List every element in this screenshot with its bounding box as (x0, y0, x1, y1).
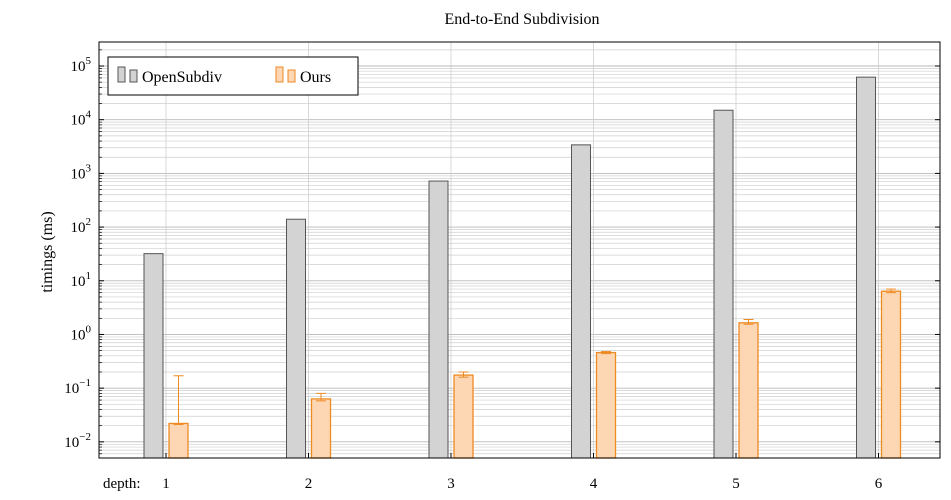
legend-swatch (129, 69, 138, 83)
bar-ours (595, 351, 617, 459)
x-tick-label: 4 (590, 476, 598, 492)
bar-ours (168, 422, 189, 459)
bar-ours (880, 290, 902, 459)
bar-ours (738, 322, 759, 459)
legend-swatch (275, 66, 284, 83)
bar-opensubdiv (143, 253, 164, 459)
x-tick-label: 3 (447, 476, 455, 492)
y-axis-label: timings (ms) (39, 211, 56, 292)
bar-opensubdiv (571, 144, 591, 459)
x-tick-label: 2 (305, 476, 313, 492)
y-tick-label: 10−2 (64, 431, 91, 451)
y-tick-label: 105 (71, 55, 92, 75)
x-tick-label: 5 (732, 476, 740, 492)
y-tick-label: 10−1 (64, 377, 91, 397)
axes-layer: 10−2 10−1 100 101 102 103 104 105 1 2 3 4 5 6 (64, 41, 941, 492)
legend-box (107, 56, 359, 96)
chart-title: End-to-End Subdivision (444, 11, 599, 28)
y-tick-label: 102 (71, 216, 92, 236)
bar-opensubdiv (286, 218, 306, 459)
legend-label: OpenSubdiv (142, 69, 222, 86)
bar-opensubdiv (713, 109, 734, 459)
bar-ours (453, 374, 474, 459)
x-tick-label: 1 (162, 476, 170, 492)
y-tick-label: 101 (71, 270, 92, 290)
bar-ours (310, 398, 332, 459)
x-axis-prefix: depth: (103, 476, 141, 492)
legend-swatch (287, 69, 296, 83)
plot-frame (98, 41, 941, 459)
bars-layer (143, 76, 902, 459)
bar-opensubdiv (428, 180, 449, 459)
y-tick-label: 100 (71, 323, 92, 343)
bar-opensubdiv (856, 76, 876, 459)
x-tick-label: 6 (875, 476, 883, 492)
grid-layer (99, 42, 940, 459)
legend-label: Ours (300, 69, 331, 86)
legend-swatch (117, 66, 126, 83)
legend: OpenSubdiv Ours (107, 56, 359, 96)
y-tick-label: 103 (71, 162, 92, 182)
y-tick-label: 104 (71, 109, 92, 129)
